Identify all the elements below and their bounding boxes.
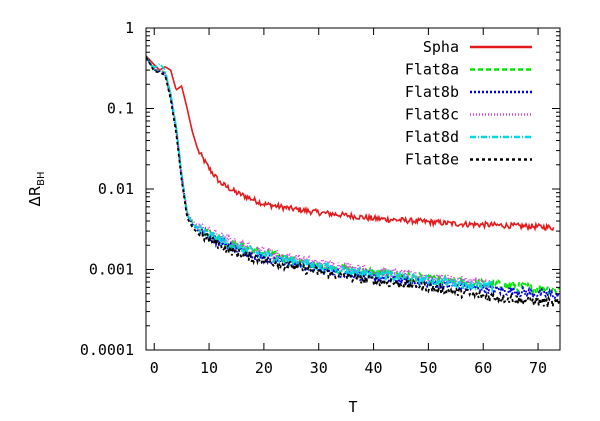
- x-tick-label: 70: [529, 359, 547, 377]
- y-axis-title: ΔRBH: [26, 171, 47, 206]
- x-tick-label: 60: [474, 359, 492, 377]
- y-tick-label: 0.0001: [80, 341, 134, 359]
- legend-item-flat8e: Flat8e: [405, 151, 532, 169]
- x-tick-label: 50: [419, 359, 437, 377]
- legend-item-flat8d: Flat8d: [405, 128, 532, 146]
- series-line-flat8e: [146, 56, 560, 308]
- series-line-flat8b: [146, 56, 560, 300]
- legend-label: Spha: [423, 38, 459, 56]
- legend-label: Flat8d: [405, 128, 459, 146]
- legend: Spha Flat8a Flat8b Flat8c Flat8d Flat8e: [405, 38, 532, 169]
- x-tick-label: 0: [150, 359, 159, 377]
- series-line-spha: [146, 55, 555, 232]
- legend-item-spha: Spha: [423, 38, 532, 56]
- legend-label: Flat8c: [405, 106, 459, 124]
- y-tick-label: 0.001: [89, 261, 134, 279]
- legend-label: Flat8a: [405, 61, 459, 79]
- ticks-layer: 0 10 20 30 40 50 60 70 1 0.1 0.01 0.001 0.0001: [80, 19, 560, 377]
- series-line-flat8a: [146, 55, 560, 297]
- x-tick-label: 10: [200, 359, 218, 377]
- x-tick-label: 20: [255, 359, 273, 377]
- y-tick-label: 1: [125, 19, 134, 37]
- x-tick-label: 40: [365, 359, 383, 377]
- y-tick-label: 0.01: [98, 180, 134, 198]
- x-axis-title: T: [348, 398, 357, 416]
- legend-label: Flat8e: [405, 151, 459, 169]
- legend-item-flat8b: Flat8b: [405, 83, 532, 101]
- y-axis-title-main: ΔR: [26, 186, 44, 207]
- y-tick-label: 0.1: [107, 100, 134, 118]
- x-tick-label: 30: [310, 359, 328, 377]
- legend-item-flat8c: Flat8c: [405, 106, 532, 124]
- y-axis-title-subscript: BH: [36, 171, 47, 185]
- series-line-flat8d: [146, 56, 495, 294]
- legend-label: Flat8b: [405, 83, 459, 101]
- series-layer: [146, 55, 560, 308]
- legend-item-flat8a: Flat8a: [405, 61, 532, 79]
